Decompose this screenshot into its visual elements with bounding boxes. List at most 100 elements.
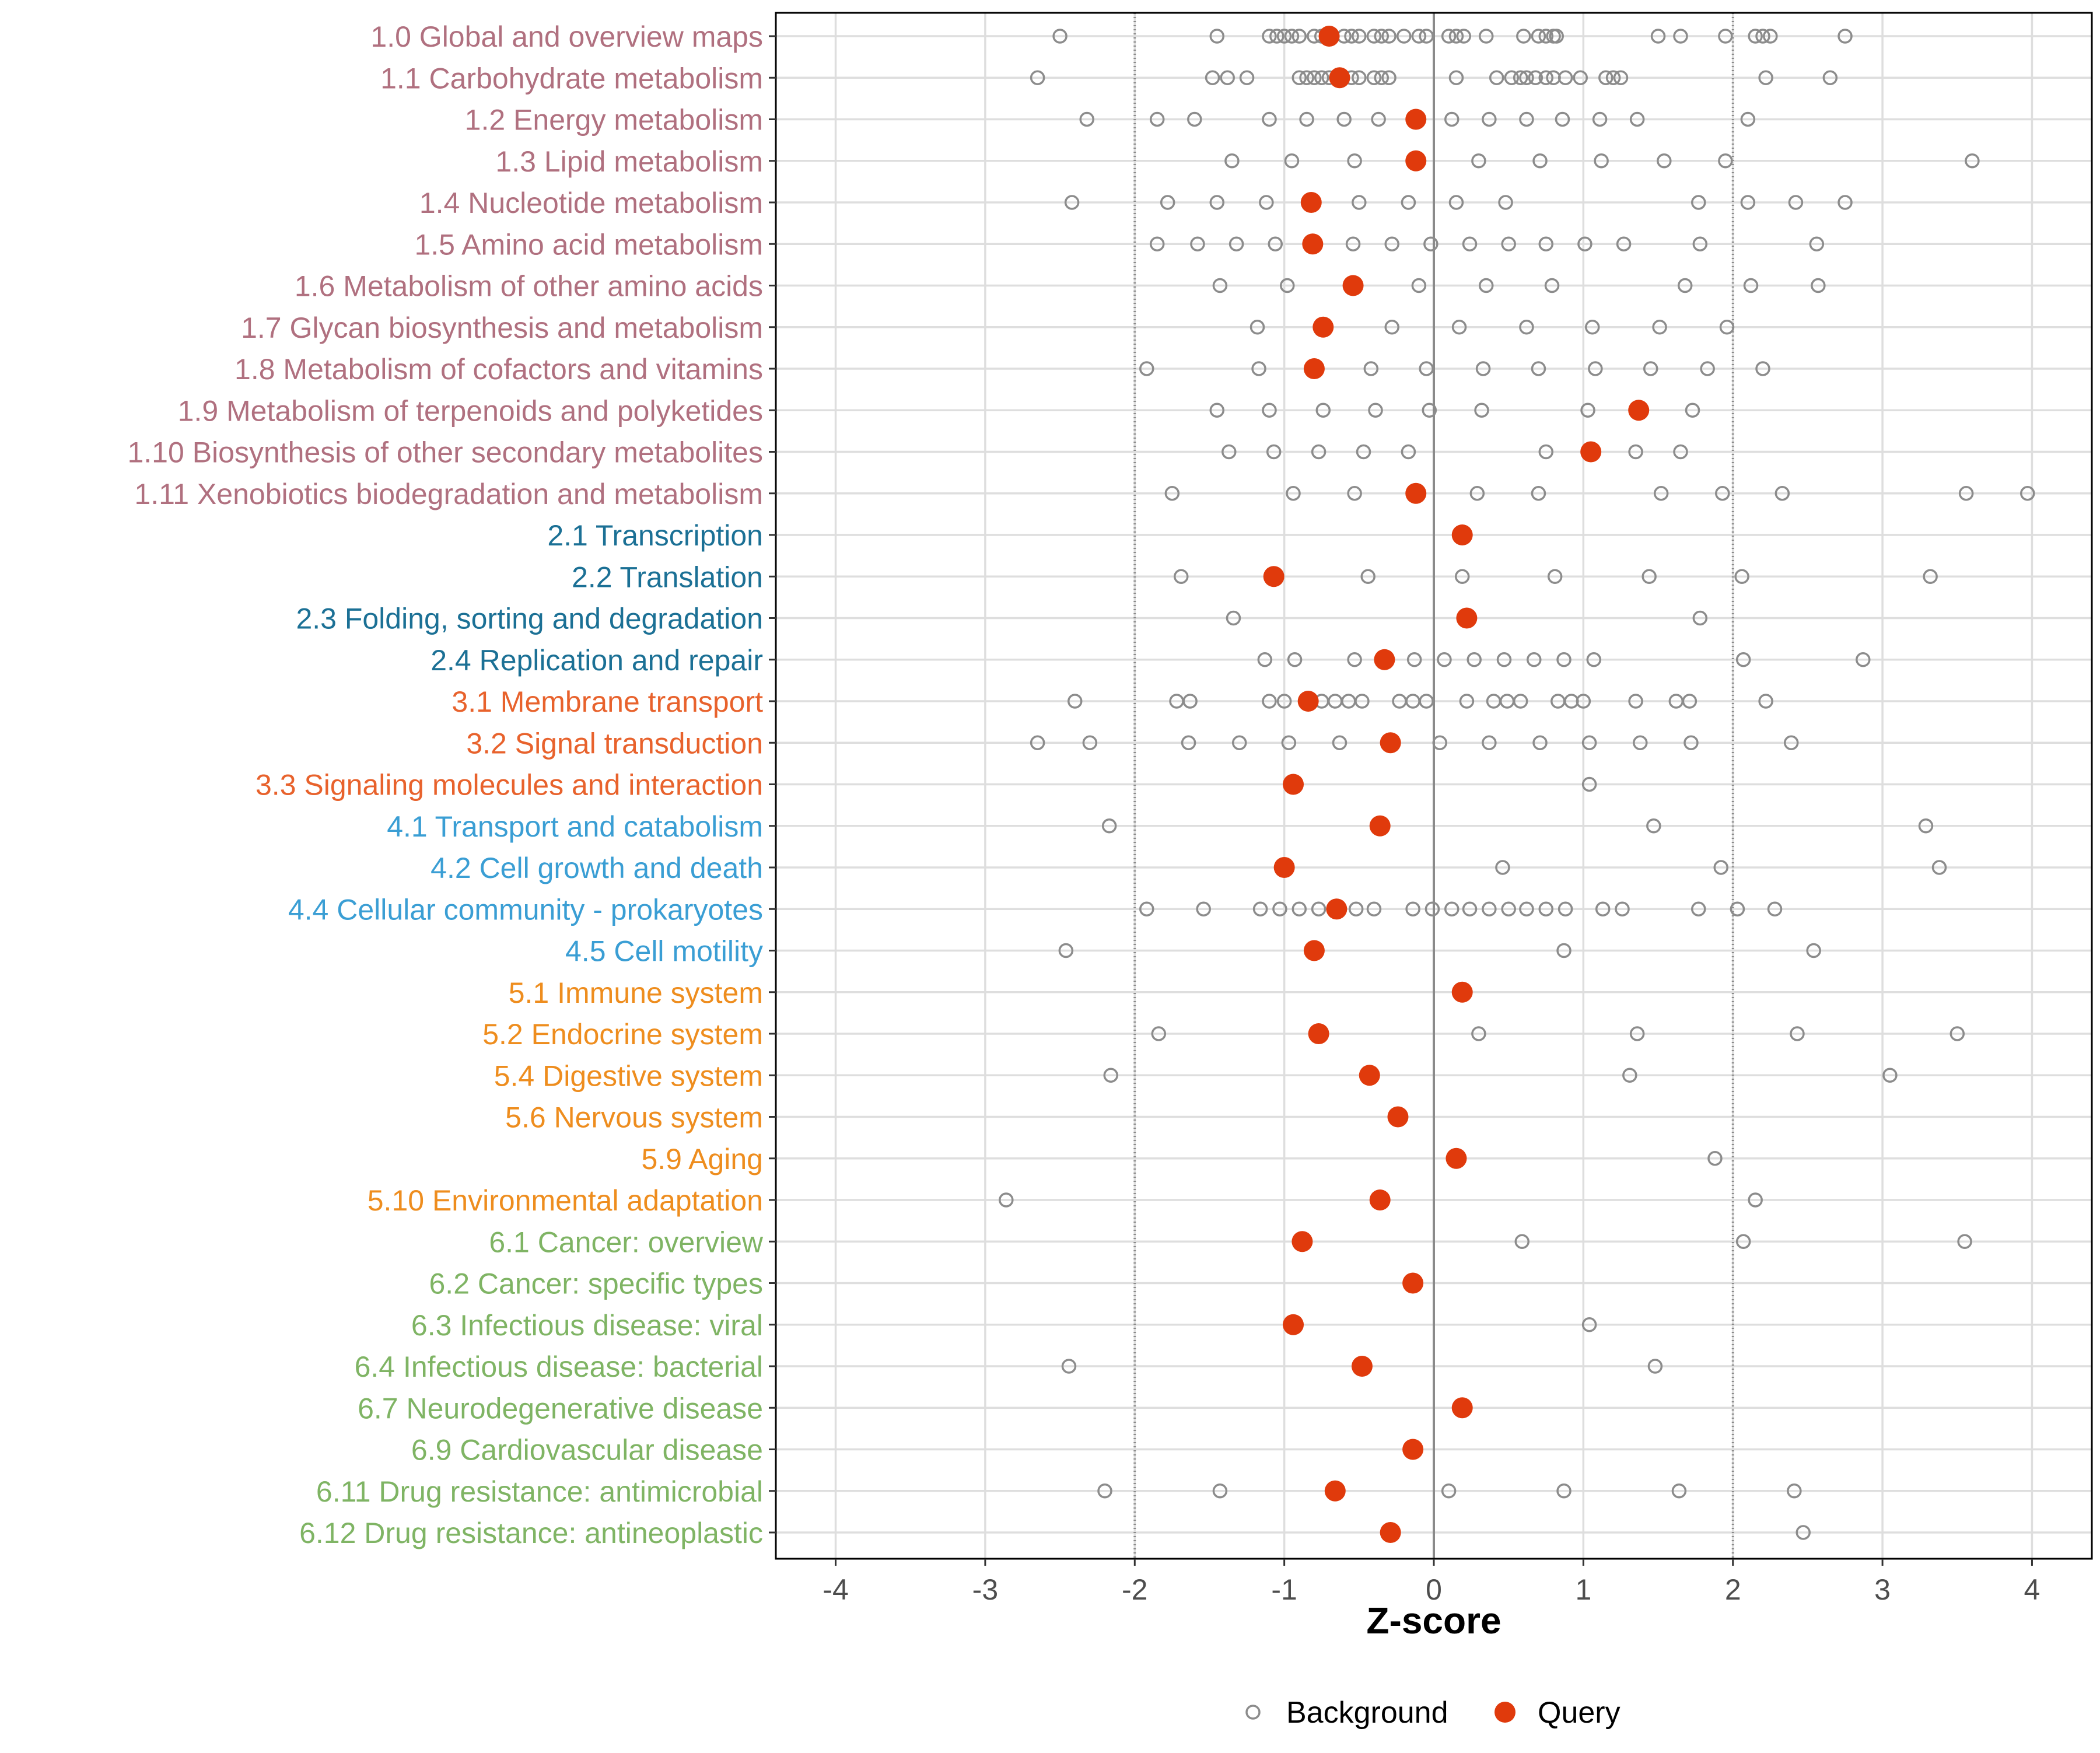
background-point (1628, 694, 1643, 709)
query-point (1405, 482, 1427, 504)
background-point (1292, 901, 1307, 916)
background-point (1671, 1483, 1687, 1499)
background-point (1584, 320, 1600, 335)
background-point (1292, 70, 1307, 85)
background-point (1381, 29, 1396, 44)
background-point (1212, 1483, 1228, 1499)
background-point (1419, 694, 1434, 709)
background-point (1758, 694, 1773, 709)
category-label: 5.6 Nervous system (505, 1101, 763, 1134)
category-label: 3.2 Signal transduction (466, 727, 763, 760)
background-point (1448, 70, 1464, 85)
background-point (1160, 195, 1175, 210)
background-point (1401, 444, 1416, 460)
query-point (1628, 400, 1650, 421)
background-point (1212, 278, 1228, 293)
query-point (1324, 1480, 1346, 1502)
category-label: 5.10 Environmental adaptation (368, 1184, 763, 1217)
background-point (1462, 901, 1478, 916)
background-point (1182, 694, 1198, 709)
background-point (1783, 735, 1799, 750)
background-point (1605, 70, 1621, 85)
background-point (1588, 361, 1603, 376)
background-point (1419, 361, 1434, 376)
background-point (1718, 29, 1733, 44)
background-point (1767, 901, 1783, 916)
background-point (1067, 694, 1083, 709)
background-point (1685, 403, 1700, 418)
background-point (1735, 1234, 1751, 1249)
background-point (1469, 486, 1485, 501)
query-point (1300, 192, 1322, 213)
query-point (1359, 1065, 1380, 1086)
category-label: 2.4 Replication and repair (430, 644, 763, 677)
background-point (1368, 403, 1383, 418)
background-point (1209, 403, 1225, 418)
background-point (1220, 70, 1235, 85)
background-point (1311, 901, 1326, 916)
background-point (1682, 694, 1698, 709)
category-label: 2.2 Translation (572, 561, 763, 593)
background-point (1149, 111, 1165, 127)
background-point (1950, 1026, 1965, 1041)
category-label: 5.1 Immune system (509, 977, 763, 1009)
background-point (1311, 444, 1326, 460)
category-label: 4.4 Cellular community - prokaryotes (288, 893, 763, 926)
background-point (1374, 29, 1390, 44)
background-point (1755, 29, 1770, 44)
background-point (1451, 320, 1467, 335)
background-point (1384, 320, 1399, 335)
background-point (1257, 652, 1273, 667)
background-point (1646, 818, 1661, 834)
background-point (1347, 652, 1362, 667)
background-point (1482, 111, 1497, 127)
background-point (1079, 111, 1094, 127)
background-point (1528, 70, 1544, 85)
background-point (1657, 153, 1672, 169)
background-point (1633, 735, 1648, 750)
query-point (1303, 358, 1325, 379)
x-tick-label: 0 (1426, 1573, 1442, 1606)
query-point (1302, 233, 1324, 255)
background-point (1366, 901, 1382, 916)
background-point (1628, 444, 1643, 460)
background-point (1315, 403, 1331, 418)
background-point (1405, 901, 1420, 916)
background-point (1594, 153, 1609, 169)
query-point (1580, 441, 1602, 463)
background-point (1740, 195, 1756, 210)
background-point (1580, 403, 1595, 418)
background-point (1748, 1192, 1763, 1208)
background-point (1354, 694, 1370, 709)
category-label: 1.8 Metabolism of cofactors and vitamins (235, 353, 763, 386)
category-label: 2.3 Folding, sorting and degradation (296, 603, 763, 635)
legend-background-label: Background (1286, 1696, 1448, 1730)
background-point (1650, 29, 1666, 44)
background-point (1958, 486, 1974, 501)
background-point (1209, 195, 1225, 210)
category-label: 6.4 Infectious disease: bacterial (355, 1350, 763, 1383)
background-point (1474, 403, 1489, 418)
background-point (1538, 70, 1554, 85)
background-point (1692, 236, 1708, 251)
background-point (1581, 1317, 1597, 1332)
query-point (1405, 109, 1427, 130)
background-point (1424, 901, 1440, 916)
background-point (1205, 70, 1220, 85)
background-point (1384, 236, 1399, 251)
background-point (1478, 278, 1494, 293)
background-point (1592, 111, 1608, 127)
background-point (1538, 236, 1554, 251)
background-point (1280, 278, 1295, 293)
category-label: 1.9 Metabolism of terpenoids and polyket… (178, 394, 763, 427)
background-point (1519, 320, 1534, 335)
background-point (1266, 444, 1282, 460)
background-point (1286, 486, 1301, 501)
background-point (1758, 70, 1773, 85)
x-tick-label: 1 (1575, 1573, 1591, 1606)
background-point (1581, 735, 1597, 750)
background-point (1555, 111, 1570, 127)
category-label: 6.11 Drug resistance: antimicrobial (316, 1475, 763, 1508)
background-point (1730, 901, 1745, 916)
